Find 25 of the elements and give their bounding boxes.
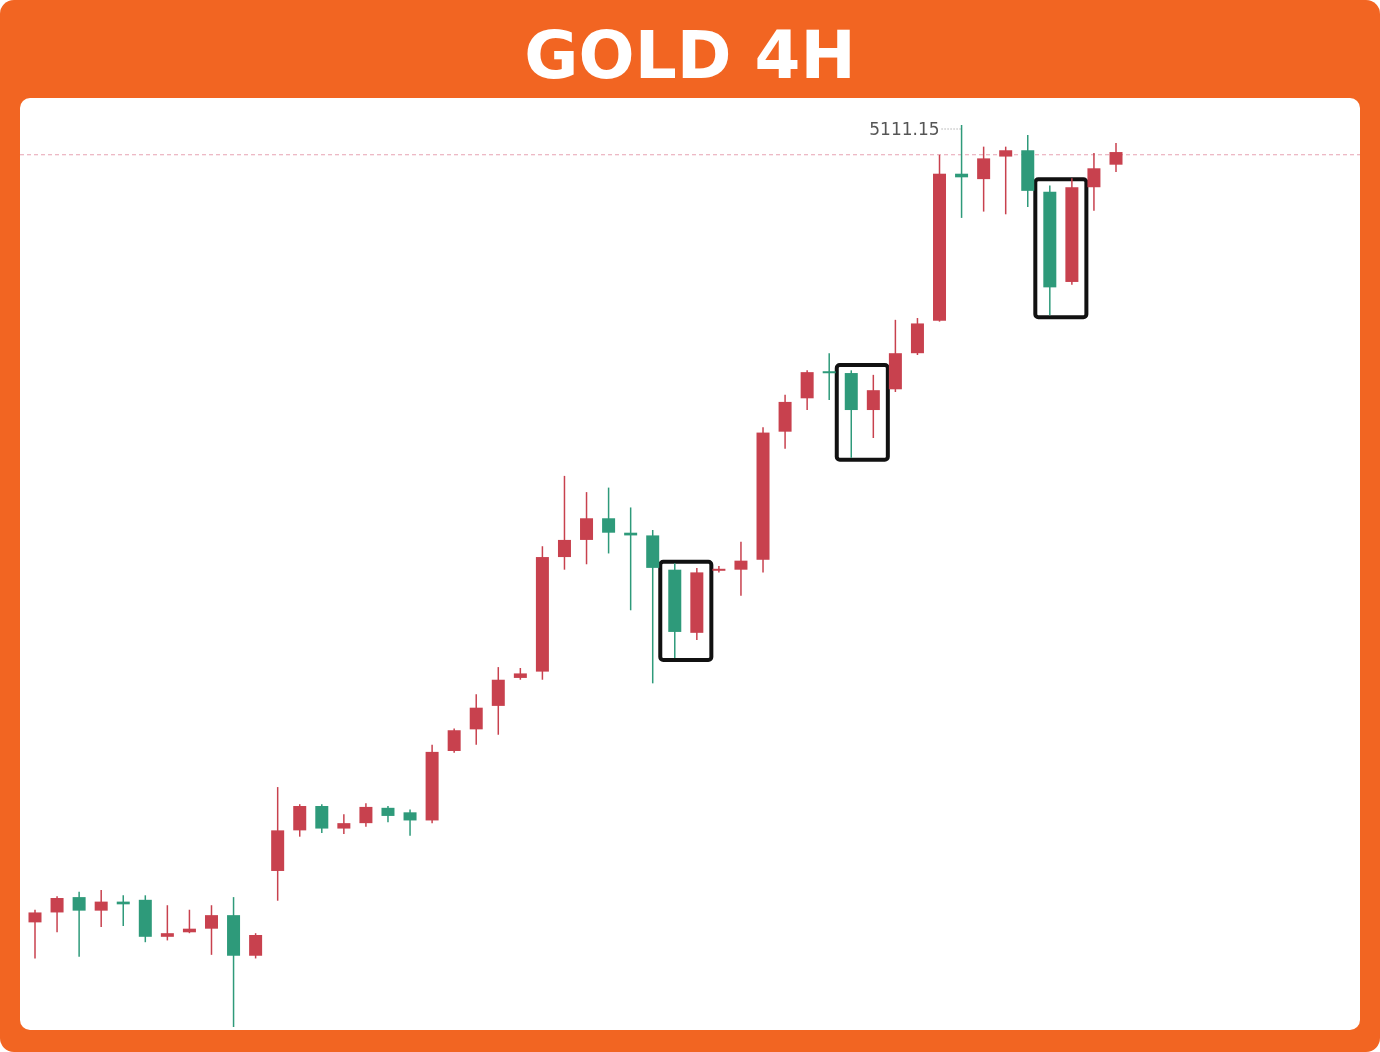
candlestick [204,904,218,956]
candlestick [557,475,571,571]
candlestick [1087,152,1101,212]
candlestick [866,374,880,439]
candlestick [822,352,836,401]
candlestick [50,895,64,934]
candlestick [160,904,174,942]
candlestick [999,145,1013,216]
candlestick [403,808,417,837]
candlestick [359,802,373,828]
candlestick [1109,142,1123,173]
candlestick [977,145,991,213]
candlestick [315,803,329,834]
candlestick [580,491,594,566]
candlestick [602,486,616,555]
candlestick [337,813,351,835]
annotation: 5111.15 [869,119,940,139]
candlestick [469,693,483,746]
candlestick [28,908,42,960]
candlestick [734,540,748,597]
candlestick [94,889,108,928]
candlestick [447,727,461,754]
candlestick [72,890,86,958]
candlestick [249,932,263,960]
chart-title: GOLD 4H [524,17,856,94]
